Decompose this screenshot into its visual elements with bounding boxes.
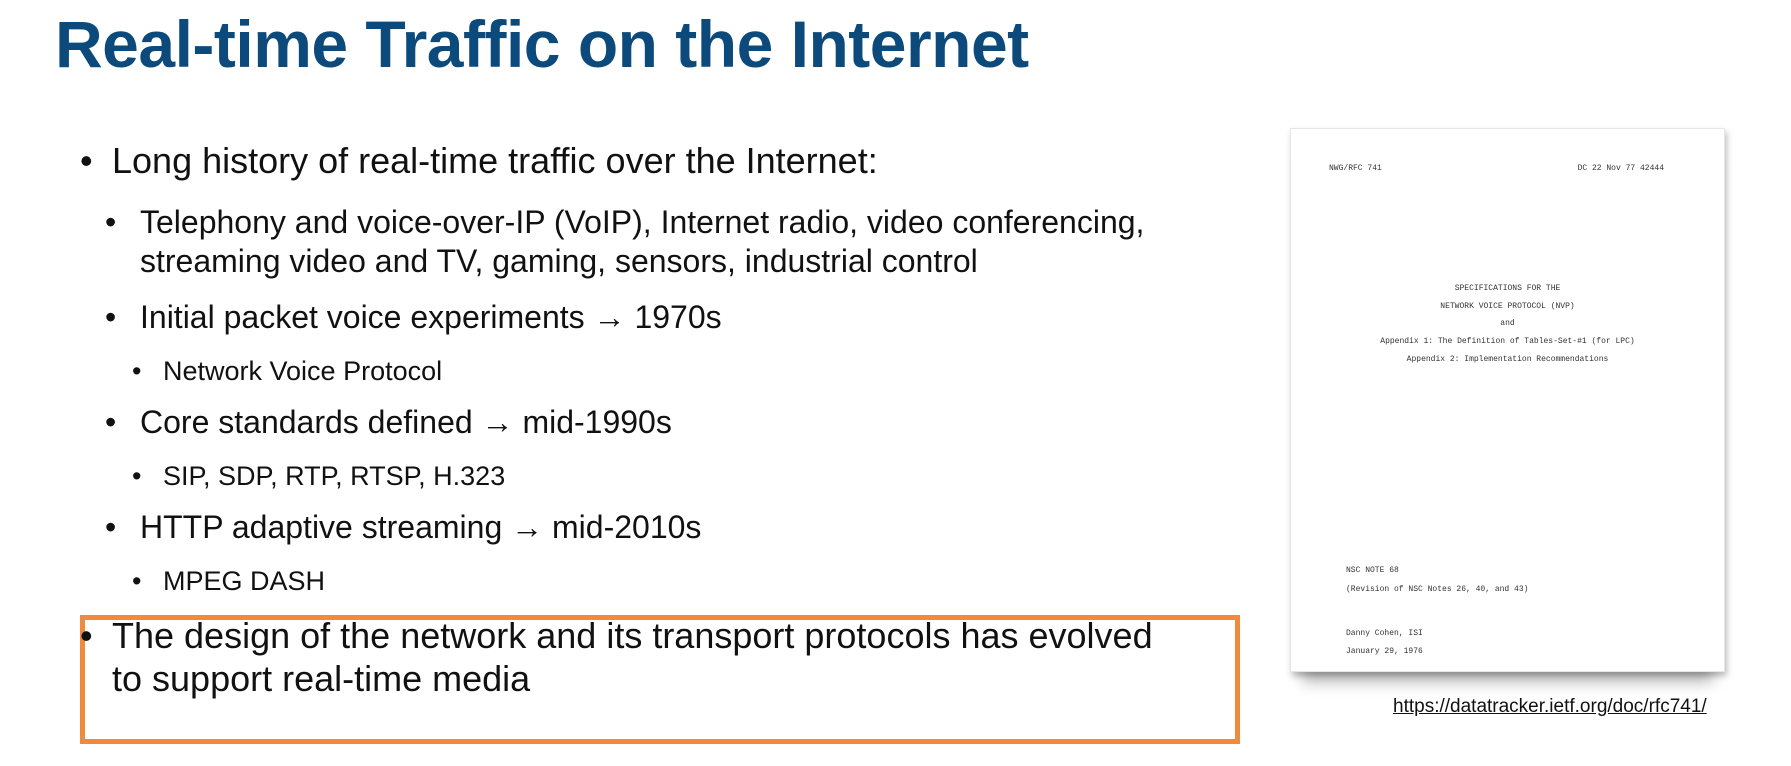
bullet-text: Initial packet voice experiments → 1970s <box>140 299 722 335</box>
bullet-dot-icon: • <box>80 140 93 181</box>
bullet-dot-icon: • <box>132 566 142 596</box>
doc-line: SPECIFICATIONS FOR THE <box>1454 284 1561 293</box>
highlight-box <box>80 615 1240 744</box>
doc-author: Danny Cohen, ISI <box>1346 629 1423 638</box>
sub-bullet-item: • Telephony and voice-over-IP (VoIP), In… <box>105 203 1145 281</box>
bullet-dot-icon: • <box>105 404 117 440</box>
bullet-text: Network Voice Protocol <box>163 356 443 386</box>
sub-sub-bullet-item: • SIP, SDP, RTP, RTSP, H.323 <box>132 461 506 492</box>
doc-line: Appendix 2: Implementation Recommendatio… <box>1406 355 1609 364</box>
bullet-item: • Long history of real-time traffic over… <box>80 140 878 182</box>
bullet-text: SIP, SDP, RTP, RTSP, H.323 <box>163 461 506 491</box>
sub-sub-bullet-item: • Network Voice Protocol <box>132 356 443 387</box>
highlight-text-line2: to support real-time media <box>112 658 531 699</box>
slide-title: Real-time Traffic on the Internet <box>55 7 1029 81</box>
doc-line: Appendix 1: The Definition of Tables-Set… <box>1380 337 1635 346</box>
sub-sub-bullet-item: • MPEG DASH <box>132 566 326 597</box>
highlight-text-line1: The design of the network and its transp… <box>112 615 1153 656</box>
bullet-dot-icon: • <box>105 509 117 545</box>
bullet-text: MPEG DASH <box>163 566 326 596</box>
bullet-dot-icon: • <box>132 356 142 386</box>
doc-line: and <box>1500 319 1515 328</box>
bullet-text: HTTP adaptive streaming → mid-2010s <box>140 509 702 545</box>
doc-note: NSC NOTE 68 <box>1346 566 1399 575</box>
sub-bullet-item: • Core standards defined → mid-1990s <box>105 403 672 442</box>
bullet-dot-icon: • <box>80 615 93 656</box>
bullet-text: Telephony and voice-over-IP (VoIP), Inte… <box>140 204 1145 240</box>
doc-header-right: DC 22 Nov 77 42444 <box>1577 164 1664 173</box>
bullet-dot-icon: • <box>105 204 117 240</box>
doc-revision: (Revision of NSC Notes 26, 40, and 43) <box>1346 585 1529 594</box>
doc-line: NETWORK VOICE PROTOCOL (NVP) <box>1440 302 1575 311</box>
rfc-link[interactable]: https://datatracker.ietf.org/doc/rfc741/ <box>1393 696 1707 717</box>
sub-bullet-item: • Initial packet voice experiments → 197… <box>105 298 722 337</box>
bullet-text-continued: streaming video and TV, gaming, sensors,… <box>140 243 978 279</box>
doc-date: January 29, 1976 <box>1346 647 1423 656</box>
bullet-text: Core standards defined → mid-1990s <box>140 404 672 440</box>
bullet-dot-icon: • <box>132 461 142 491</box>
bullet-text: Long history of real-time traffic over t… <box>112 140 878 181</box>
bullet-dot-icon: • <box>105 299 117 335</box>
sub-bullet-item: • HTTP adaptive streaming → mid-2010s <box>105 508 702 547</box>
doc-header-left: NWG/RFC 741 <box>1329 164 1382 173</box>
rfc-document-thumbnail: NWG/RFC 741 DC 22 Nov 77 42444 SPECIFICA… <box>1290 128 1725 672</box>
highlighted-bullet: • The design of the network and its tran… <box>80 614 1153 700</box>
